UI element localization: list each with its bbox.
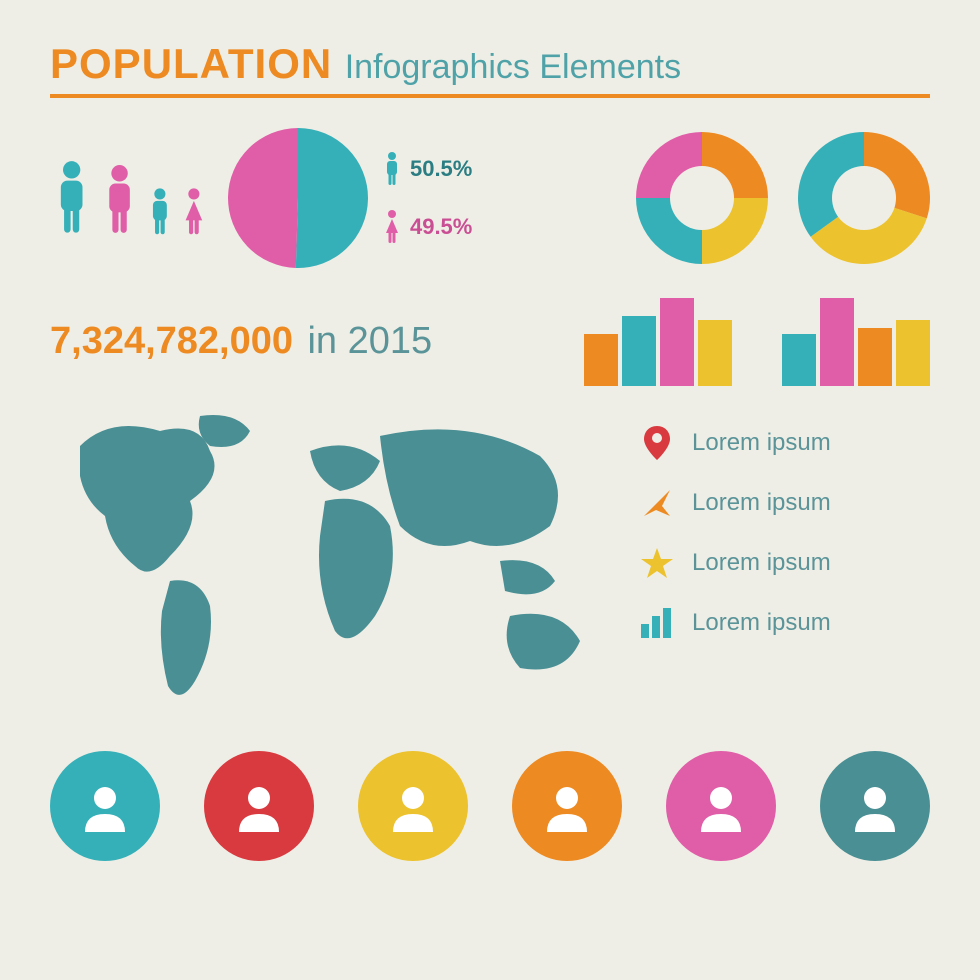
- title-sub: Infographics Elements: [345, 48, 681, 86]
- legend-item-arrow: Lorem ipsum: [640, 486, 930, 520]
- legend-label: Lorem ipsum: [692, 489, 831, 517]
- arrow-icon: [640, 486, 674, 520]
- donut-charts: [636, 132, 930, 264]
- world-map-svg: [50, 406, 610, 716]
- star-icon: [640, 546, 674, 580]
- avatar-worker: [204, 751, 314, 861]
- girl-icon: [180, 187, 208, 237]
- male-percent-text: 50.5%: [410, 156, 472, 182]
- bar: [584, 334, 618, 386]
- person-icon: [691, 776, 751, 836]
- person-icon: [537, 776, 597, 836]
- woman-icon: [382, 209, 402, 245]
- person-icon: [229, 776, 289, 836]
- row-map-legend: Lorem ipsum Lorem ipsum Lorem ipsum Lorem i…: [50, 406, 930, 721]
- bars-icon: [640, 606, 674, 640]
- legend-item-bars: Lorem ipsum: [640, 606, 930, 640]
- population-number: 7,324,782,000: [50, 320, 293, 362]
- bar: [660, 298, 694, 386]
- bar-chart-0: [584, 296, 732, 386]
- female-percent: 49.5%: [382, 209, 472, 245]
- avatar-service: [358, 751, 468, 861]
- avatar-businessman: [50, 751, 160, 861]
- legend-item-star: Lorem ipsum: [640, 546, 930, 580]
- gender-pie: [228, 128, 368, 268]
- row-population-bars: 7,324,782,000 in 2015: [50, 296, 930, 386]
- population-stat: 7,324,782,000 in 2015: [50, 320, 432, 363]
- bar: [782, 334, 816, 386]
- donut-chart-1: [798, 132, 930, 264]
- woman-icon: [99, 163, 140, 237]
- person-icon: [75, 776, 135, 836]
- header: POPULATION Infographics Elements: [50, 40, 930, 98]
- legend-label: Lorem ipsum: [692, 549, 831, 577]
- avatar-support: [666, 751, 776, 861]
- legend-item-pin: Lorem ipsum: [640, 426, 930, 460]
- gender-pie-block: 50.5% 49.5%: [228, 128, 472, 268]
- avatars-row: [50, 751, 930, 861]
- pin-icon: [640, 426, 674, 460]
- bar: [896, 320, 930, 386]
- person-icon: [845, 776, 905, 836]
- legend-label: Lorem ipsum: [692, 609, 831, 637]
- man-icon: [382, 151, 402, 187]
- population-year: in 2015: [307, 320, 432, 362]
- legend-list: Lorem ipsum Lorem ipsum Lorem ipsum Lorem i…: [640, 406, 930, 721]
- donut-chart-0: [636, 132, 768, 264]
- bar: [698, 320, 732, 386]
- bar-charts: [584, 296, 930, 386]
- family-icons: [50, 159, 208, 237]
- legend-label: Lorem ipsum: [692, 429, 831, 457]
- boy-icon: [146, 187, 174, 237]
- bar: [820, 298, 854, 386]
- avatar-woman: [512, 751, 622, 861]
- person-icon: [383, 776, 443, 836]
- male-percent: 50.5%: [382, 151, 472, 187]
- female-percent-text: 49.5%: [410, 214, 472, 240]
- row-gender-charts: 50.5% 49.5%: [50, 128, 930, 268]
- gender-percent-list: 50.5% 49.5%: [382, 151, 472, 245]
- bar: [622, 316, 656, 386]
- bar-chart-1: [782, 296, 930, 386]
- title-main: POPULATION: [50, 40, 332, 87]
- avatar-nurse: [820, 751, 930, 861]
- man-icon: [50, 159, 93, 237]
- bar: [858, 328, 892, 386]
- world-map: [50, 406, 610, 721]
